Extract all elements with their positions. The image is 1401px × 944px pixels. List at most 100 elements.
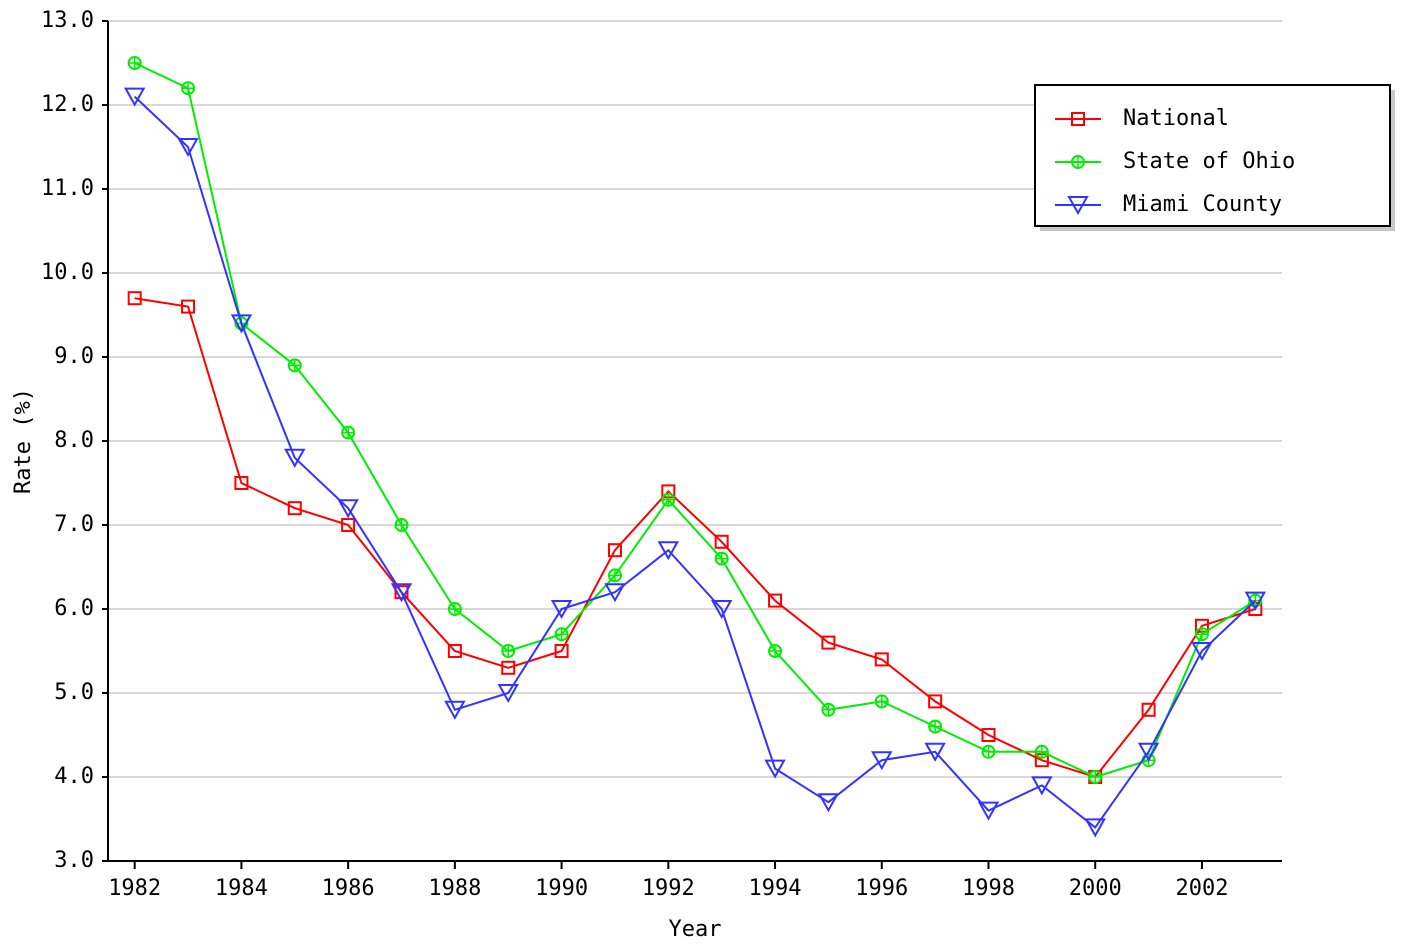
marker <box>390 583 413 603</box>
y-tick-label: 3.0 <box>54 848 94 873</box>
y-tick-label: 4.0 <box>54 764 94 789</box>
marker-cross <box>128 57 141 69</box>
marker <box>928 719 943 734</box>
marker-cross <box>555 628 568 641</box>
x-tick-label: 1982 <box>108 876 161 901</box>
marker <box>394 518 409 532</box>
marker <box>127 56 142 70</box>
legend-label: Miami County <box>1123 192 1282 217</box>
marker <box>341 425 356 440</box>
legend: National State of Ohio Miami County <box>1034 84 1395 231</box>
marker <box>127 291 142 306</box>
marker <box>1191 642 1213 662</box>
marker-cross <box>715 552 728 565</box>
marker <box>550 600 573 620</box>
marker <box>341 518 356 532</box>
marker <box>977 801 1000 821</box>
marker <box>554 627 569 642</box>
marker <box>497 684 519 704</box>
marker <box>604 583 626 603</box>
x-tick-label: 1992 <box>642 876 695 901</box>
legend-box <box>1034 84 1391 227</box>
marker <box>181 299 196 314</box>
marker <box>287 501 302 516</box>
marker <box>981 744 996 759</box>
marker <box>714 534 729 549</box>
marker-cross <box>448 603 461 615</box>
y-tick-label: 9.0 <box>54 344 94 369</box>
y-tick-label: 8.0 <box>54 428 94 453</box>
marker-cross <box>1035 745 1048 758</box>
marker <box>1071 112 1085 126</box>
legend-label: National <box>1123 106 1229 131</box>
marker <box>501 660 516 675</box>
marker <box>657 541 680 561</box>
marker <box>874 652 889 667</box>
marker <box>1034 744 1049 759</box>
x-tick-label: 1994 <box>749 876 802 901</box>
marker <box>768 644 783 658</box>
marker-cross <box>1089 771 1102 783</box>
x-tick-label: 1988 <box>428 876 481 901</box>
marker <box>768 593 783 608</box>
marker-cross <box>982 745 995 758</box>
marker <box>607 543 622 558</box>
marker <box>607 568 622 583</box>
marker <box>1067 196 1089 216</box>
marker <box>1141 702 1156 717</box>
marker-cross <box>288 359 301 372</box>
series-line <box>133 95 1257 829</box>
x-tick-label: 2002 <box>1175 876 1228 901</box>
marker-cross <box>342 426 355 439</box>
marker <box>287 358 302 373</box>
marker <box>177 138 199 158</box>
marker-cross <box>662 493 675 506</box>
y-tick-label: 10.0 <box>41 260 94 285</box>
marker <box>1244 591 1267 611</box>
marker <box>1088 770 1103 784</box>
x-tick-label: 1990 <box>535 876 588 901</box>
y-tick-label: 11.0 <box>41 176 94 201</box>
marker-cross <box>929 720 942 733</box>
marker <box>714 551 729 566</box>
marker-cross <box>769 645 782 657</box>
marker <box>1137 742 1160 762</box>
series-line <box>134 297 1256 779</box>
y-tick-label: 5.0 <box>54 680 94 705</box>
y-tick-label: 12.0 <box>41 92 94 117</box>
marker <box>447 644 462 658</box>
marker <box>181 81 196 96</box>
x-tick-label: 1984 <box>215 876 268 901</box>
marker <box>874 694 889 709</box>
y-tick-label: 13.0 <box>41 8 94 33</box>
marker <box>1031 776 1053 796</box>
marker <box>661 492 676 507</box>
marker-cross <box>395 519 408 531</box>
y-axis-label: Rate (%) <box>11 388 36 494</box>
marker <box>710 600 733 620</box>
x-tick-label: 1996 <box>855 876 908 901</box>
marker <box>1194 627 1209 642</box>
marker <box>817 793 840 813</box>
marker <box>1071 155 1085 169</box>
marker <box>821 635 836 650</box>
marker-cross <box>1195 628 1208 641</box>
legend-label: State of Ohio <box>1123 149 1295 174</box>
x-tick-label: 1986 <box>322 876 375 901</box>
marker <box>924 742 946 762</box>
marker <box>871 751 893 771</box>
marker <box>554 644 569 658</box>
marker <box>764 759 786 779</box>
marker <box>284 448 306 468</box>
y-tick-label: 6.0 <box>54 596 94 621</box>
marker <box>337 499 359 519</box>
marker <box>501 644 516 658</box>
marker-cross <box>822 703 835 716</box>
x-axis-label: Year <box>669 917 722 942</box>
marker-cross <box>182 82 195 95</box>
marker-cross <box>875 695 888 708</box>
marker-cross <box>1072 156 1084 168</box>
marker <box>821 702 836 717</box>
marker <box>981 728 996 742</box>
